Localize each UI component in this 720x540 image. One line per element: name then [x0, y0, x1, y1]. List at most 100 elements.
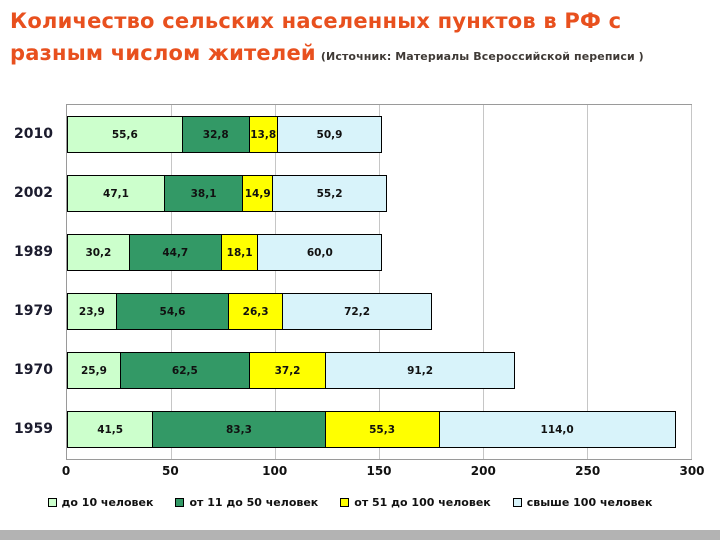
- x-axis-tick-label: 150: [366, 464, 392, 478]
- legend-item: до 10 человек: [47, 496, 154, 509]
- legend-item: от 51 до 100 человек: [340, 496, 491, 509]
- bar-segment: 91,2: [325, 352, 515, 389]
- gridline: [171, 105, 172, 459]
- stacked-bar: 55,6 32,8 13,8 50,9: [67, 116, 691, 153]
- value-label: 72,2: [344, 305, 371, 318]
- value-label: 32,8: [202, 128, 229, 141]
- x-axis-tick-label: 250: [575, 464, 601, 478]
- value-label: 91,2: [407, 364, 434, 377]
- value-label: 26,3: [242, 305, 269, 318]
- value-label: 55,3: [369, 423, 396, 436]
- value-label: 114,0: [540, 423, 574, 436]
- bottom-strip: [0, 530, 720, 540]
- bar-segment: 60,0: [257, 234, 383, 271]
- bar-segment: 23,9: [67, 293, 117, 330]
- value-label: 44,7: [162, 246, 189, 259]
- y-axis-labels: 2010 2002 1989 1979 1970 1959: [8, 104, 66, 460]
- y-axis-label: 1989: [14, 243, 53, 260]
- legend-swatch-icon: [175, 498, 185, 507]
- gridline: [483, 105, 484, 459]
- value-label: 50,9: [316, 128, 343, 141]
- bar-segment: 83,3: [152, 411, 326, 448]
- y-axis-label: 1979: [14, 302, 53, 319]
- x-axis: 0 50 100 150 200 250 300: [62, 462, 705, 484]
- bar-segment: 114,0: [438, 411, 676, 448]
- stacked-bar: 30,2 44,7 18,1 60,0: [67, 234, 691, 271]
- value-label: 60,0: [306, 246, 333, 259]
- legend-label: свыше 100 человек: [526, 496, 653, 509]
- value-label: 25,9: [80, 364, 107, 377]
- value-label: 13,8: [250, 128, 277, 141]
- plot-area: 55,6 32,8 13,8 50,9 47,1 38,1 14,9 55,2 30,2 44,7…: [66, 104, 692, 460]
- bar-segment: 47,1: [67, 175, 165, 212]
- value-label: 41,5: [97, 423, 124, 436]
- bar-segment: 18,1: [220, 234, 259, 271]
- x-axis-tick-label: 300: [679, 464, 705, 478]
- legend-swatch-icon: [512, 498, 522, 507]
- gridline: [275, 105, 276, 459]
- value-label: 30,2: [85, 246, 112, 259]
- value-label: 14,9: [244, 187, 271, 200]
- bar-row: 30,2 44,7 18,1 60,0: [67, 223, 691, 282]
- x-axis-tick-label: 50: [161, 464, 179, 478]
- gridline: [587, 105, 588, 459]
- bar-row: 25,9 62,5 37,2 91,2: [67, 341, 691, 400]
- bar-segment: 26,3: [228, 293, 283, 330]
- bar-segment: 72,2: [281, 293, 433, 330]
- bar-segment: 30,2: [67, 234, 130, 271]
- bar-segment: 32,8: [181, 116, 250, 153]
- x-axis-tick-label: 0: [61, 464, 71, 478]
- chart-title: Количество сельских населенных пунктов в…: [10, 9, 622, 65]
- y-axis-label: 1970: [14, 361, 53, 378]
- gridline: [379, 105, 380, 459]
- value-label: 47,1: [103, 187, 129, 200]
- bar-row: 47,1 38,1 14,9 55,2: [67, 164, 691, 223]
- legend-item: свыше 100 человек: [512, 496, 653, 509]
- stacked-bar: 23,9 54,6 26,3 72,2: [67, 293, 691, 330]
- bar-segment: 44,7: [128, 234, 222, 271]
- value-label: 55,2: [316, 187, 343, 200]
- value-label: 23,9: [78, 305, 105, 318]
- stacked-bar: 47,1 38,1 14,9 55,2: [67, 175, 691, 212]
- value-label: 54,6: [159, 305, 186, 318]
- bar-rows: 55,6 32,8 13,8 50,9 47,1 38,1 14,9 55,2 30,2 44,7…: [67, 105, 691, 459]
- x-axis-tick-label: 200: [470, 464, 496, 478]
- legend-label: от 11 до 50 человек: [189, 496, 319, 509]
- legend: до 10 человек от 11 до 50 человек от 51 до…: [8, 496, 692, 509]
- value-label: 83,3: [225, 423, 252, 436]
- bar-segment: 55,2: [272, 175, 387, 212]
- legend-item: от 11 до 50 человек: [175, 496, 318, 509]
- stacked-bar: 41,5 83,3 55,3 114,0: [67, 411, 691, 448]
- chart-title-block: Количество сельских населенных пунктов в…: [0, 0, 720, 69]
- chart: 2010 2002 1989 1979 1970 1959 55,6 32,8 13,8 50,…: [8, 104, 705, 509]
- legend-label: от 51 до 100 человек: [354, 496, 491, 509]
- bar-row: 23,9 54,6 26,3 72,2: [67, 282, 691, 341]
- y-axis-label: 2010: [14, 125, 53, 142]
- bar-segment: 55,6: [67, 116, 183, 153]
- value-label: 55,6: [111, 128, 138, 141]
- bar-segment: 41,5: [67, 411, 154, 448]
- bar-segment: 37,2: [248, 352, 327, 389]
- bar-segment: 54,6: [115, 293, 230, 330]
- legend-swatch-icon: [340, 498, 350, 507]
- x-axis-tick-label: 100: [262, 464, 288, 478]
- chart-source-note: (Источник: Материалы Всероссийской переп…: [320, 49, 644, 63]
- bar-segment: 38,1: [163, 175, 244, 212]
- bar-segment: 50,9: [276, 116, 383, 153]
- bar-segment: 55,3: [324, 411, 440, 448]
- value-label: 62,5: [171, 364, 198, 377]
- bar-row: 55,6 32,8 13,8 50,9: [67, 105, 691, 164]
- gridline: [691, 105, 692, 459]
- y-axis-label: 2002: [14, 184, 53, 201]
- bar-segment: 13,8: [248, 116, 278, 153]
- y-axis-label: 1959: [14, 420, 53, 437]
- legend-swatch-icon: [47, 498, 57, 507]
- bar-segment: 25,9: [67, 352, 121, 389]
- bar-segment: 14,9: [242, 175, 274, 212]
- value-label: 38,1: [190, 187, 217, 200]
- bar-row: 41,5 83,3 55,3 114,0: [67, 400, 691, 459]
- legend-label: до 10 человек: [61, 496, 154, 509]
- value-label: 37,2: [274, 364, 301, 377]
- bar-segment: 62,5: [119, 352, 250, 389]
